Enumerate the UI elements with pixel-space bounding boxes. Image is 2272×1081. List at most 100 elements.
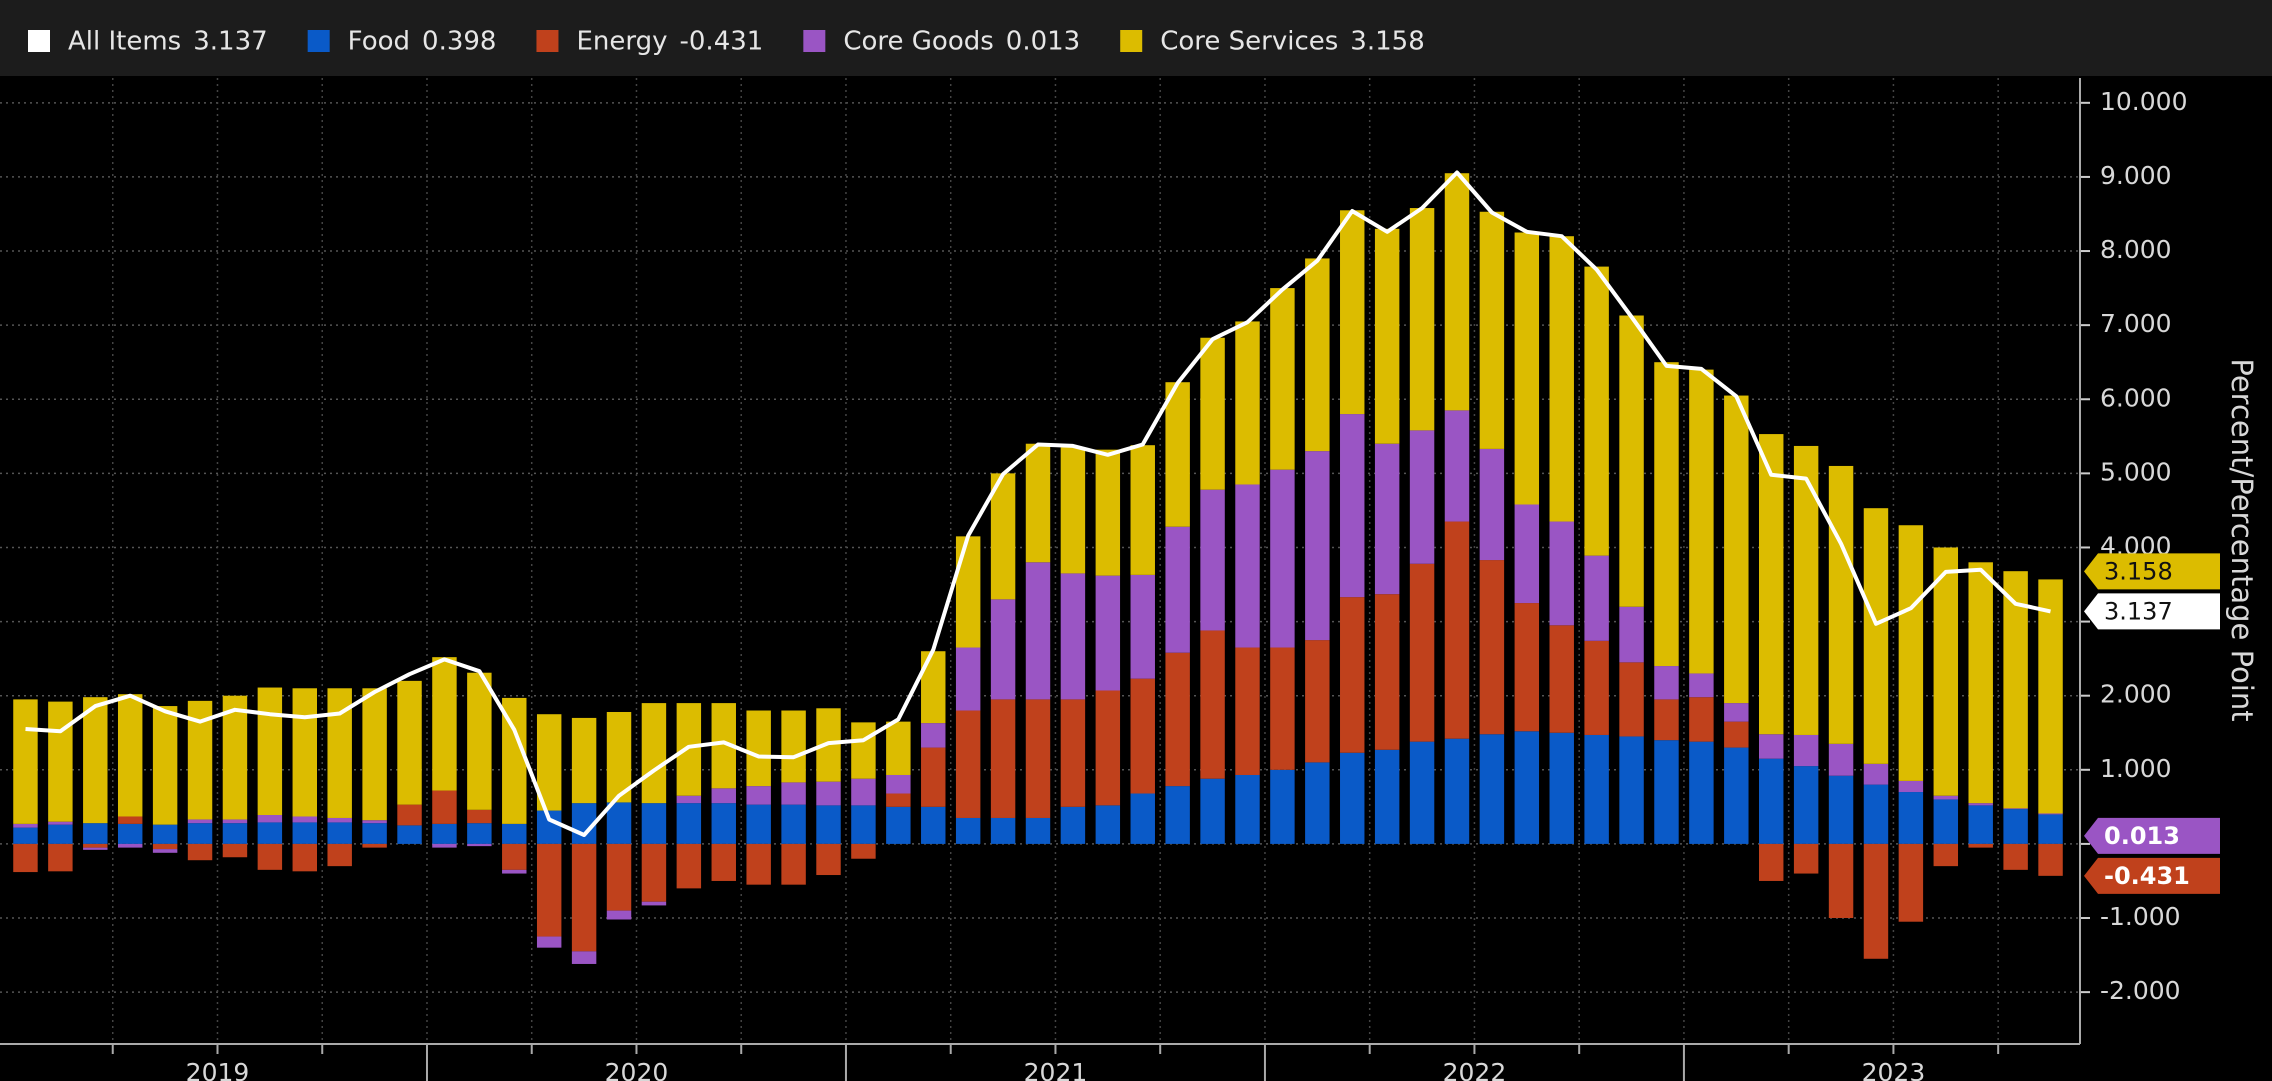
bar-segment bbox=[1060, 573, 1086, 700]
bar-segment bbox=[1828, 775, 1854, 844]
bar-segment bbox=[746, 710, 771, 787]
bar-segment bbox=[1409, 563, 1435, 742]
bar-segment bbox=[257, 822, 283, 844]
bar-segment bbox=[1305, 258, 1330, 452]
bar-segment bbox=[641, 901, 667, 906]
bar-segment bbox=[955, 710, 981, 818]
bar-segment bbox=[1793, 445, 1819, 735]
bar-segment bbox=[990, 599, 1016, 700]
bar-segment bbox=[746, 786, 771, 805]
bar-segment bbox=[1235, 647, 1260, 775]
bar-segment bbox=[257, 815, 283, 823]
bar-segment bbox=[187, 823, 213, 844]
bar-segment bbox=[1549, 521, 1574, 626]
bar-segment bbox=[1933, 547, 1959, 796]
bar-segment bbox=[1689, 673, 1714, 698]
bar-segment bbox=[1444, 173, 1470, 411]
bar-segment bbox=[1444, 738, 1470, 844]
bar-segment bbox=[955, 536, 981, 648]
tags: 3.158 3.137 0.013 -0.431 bbox=[2084, 553, 2220, 894]
bar-segment bbox=[1025, 562, 1051, 700]
y-tick-label: 8.000 bbox=[2100, 235, 2172, 264]
bar-segment bbox=[83, 697, 108, 824]
legend-swatch bbox=[1120, 30, 1143, 52]
legend-value: 3.137 bbox=[193, 27, 267, 57]
bar-segment bbox=[83, 847, 108, 850]
bar-segment bbox=[1933, 843, 1959, 867]
bars bbox=[13, 173, 2063, 964]
bar-segment bbox=[1898, 792, 1924, 844]
bar-segment bbox=[921, 723, 946, 748]
bar-segment bbox=[606, 843, 632, 911]
bar-segment bbox=[1863, 763, 1889, 785]
bar-segment bbox=[222, 695, 248, 820]
bar-segment bbox=[606, 802, 632, 844]
bar-segment bbox=[1060, 806, 1086, 844]
bar-segment bbox=[1619, 606, 1644, 663]
bar-segment bbox=[1863, 508, 1889, 764]
value-tag-label: 3.137 bbox=[2104, 597, 2173, 625]
bar-segment bbox=[1584, 555, 1609, 641]
bar-segment bbox=[2038, 579, 2063, 814]
value-tag-label: 3.158 bbox=[2104, 557, 2173, 585]
bar-segment bbox=[606, 910, 632, 920]
bar-segment bbox=[502, 869, 527, 874]
bar-segment bbox=[1479, 448, 1505, 561]
bar-segment bbox=[1095, 805, 1121, 844]
bar-segment bbox=[1619, 662, 1644, 737]
legend-swatch bbox=[536, 30, 559, 52]
bar-segment bbox=[432, 790, 457, 824]
bar-segment bbox=[152, 849, 178, 853]
bar-segment bbox=[1130, 445, 1155, 575]
bar-segment bbox=[13, 823, 38, 828]
bar-segment bbox=[1340, 752, 1365, 844]
value-tag-label: -0.431 bbox=[2104, 862, 2190, 890]
bar-segment bbox=[641, 703, 667, 804]
bar-segment bbox=[397, 804, 422, 826]
value-tag-label: 0.013 bbox=[2104, 822, 2180, 850]
bar-segment bbox=[1374, 594, 1400, 750]
bar-segment bbox=[1689, 369, 1714, 674]
bar-segment bbox=[1270, 647, 1295, 770]
bar-segment bbox=[1654, 740, 1679, 844]
bar-segment bbox=[1200, 489, 1225, 631]
bar-segment bbox=[467, 672, 492, 810]
bar-segment bbox=[362, 843, 387, 848]
bar-segment bbox=[816, 805, 841, 844]
bar-segment bbox=[571, 951, 597, 964]
bar-segment bbox=[1968, 562, 1993, 804]
bar-segment bbox=[711, 803, 736, 844]
bar-segment bbox=[1759, 734, 1784, 759]
bar-segment bbox=[955, 647, 981, 711]
bar-segment bbox=[327, 822, 352, 844]
bar-segment bbox=[362, 823, 387, 844]
bar-segment bbox=[676, 703, 702, 796]
bar-segment bbox=[257, 687, 283, 816]
bar-segment bbox=[83, 823, 108, 844]
bar-segment bbox=[851, 843, 876, 859]
bar-segment bbox=[1025, 443, 1051, 563]
x-tick-label: 2019 bbox=[186, 1058, 250, 1081]
bar-segment bbox=[1305, 640, 1330, 763]
bar-segment bbox=[781, 782, 806, 805]
x-tick-label: 2020 bbox=[605, 1058, 669, 1081]
bar-segment bbox=[1444, 410, 1470, 522]
bar-segment bbox=[606, 711, 632, 803]
bar-segment bbox=[2003, 571, 2028, 809]
legend-value: 0.398 bbox=[422, 27, 496, 57]
bar-segment bbox=[1200, 630, 1225, 779]
bar-segment bbox=[1095, 575, 1121, 691]
bar-segment bbox=[571, 717, 597, 804]
bar-segment bbox=[397, 825, 422, 844]
bar-segment bbox=[921, 651, 946, 724]
bar-segment bbox=[1270, 769, 1295, 844]
bar-segment bbox=[327, 817, 352, 823]
bar-segment bbox=[921, 747, 946, 807]
bar-segment bbox=[1898, 780, 1924, 793]
bar-segment bbox=[1374, 749, 1400, 844]
bar-segment bbox=[432, 657, 457, 791]
bar-segment bbox=[1479, 560, 1505, 735]
bar-segment bbox=[1025, 817, 1051, 844]
legend-label: Core Goods bbox=[843, 27, 993, 57]
